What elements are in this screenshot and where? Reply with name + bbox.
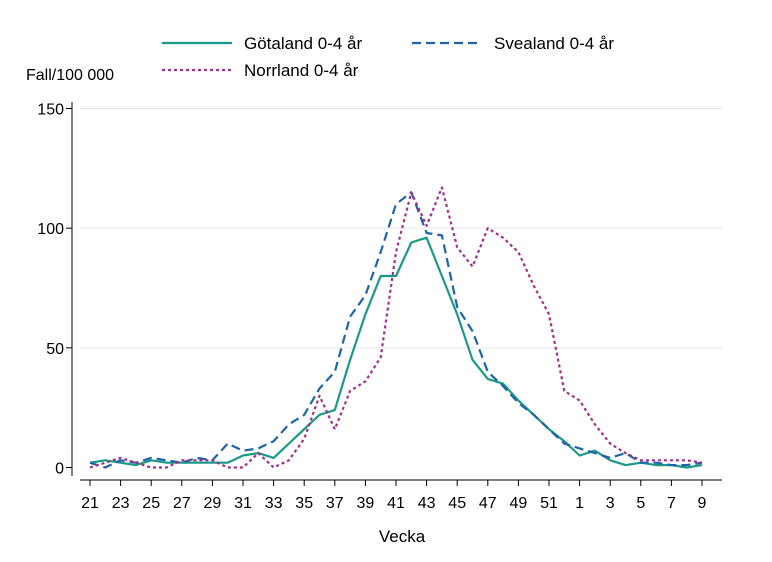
legend-item: Götaland 0-4 år — [162, 34, 362, 53]
x-tick-label: 43 — [418, 495, 436, 512]
series-line-g-taland-0-4-r — [89, 236, 703, 469]
y-tick-label: 100 — [37, 221, 64, 238]
legend-label: Götaland 0-4 år — [244, 34, 362, 53]
x-tick-label: 29 — [204, 495, 222, 512]
x-tick-label: 3 — [606, 495, 615, 512]
x-axis-title: Vecka — [379, 527, 426, 546]
x-tick-label: 27 — [173, 495, 191, 512]
x-tick-label: 9 — [698, 495, 707, 512]
x-tick-label: 45 — [448, 495, 466, 512]
x-tick-label: 37 — [326, 495, 344, 512]
legend-item: Norrland 0-4 år — [162, 61, 359, 80]
legend-label: Norrland 0-4 år — [244, 61, 359, 80]
x-tick-label: 25 — [142, 495, 160, 512]
grid-lines — [80, 108, 722, 349]
x-tick-label: 5 — [636, 495, 645, 512]
x-tick-label: 23 — [112, 495, 130, 512]
x-tick-label: 49 — [510, 495, 528, 512]
x-tick-label: 7 — [667, 495, 676, 512]
series-line-norrland-0-4-r — [89, 186, 703, 469]
x-tick-label: 31 — [234, 495, 252, 512]
series-lines — [89, 186, 703, 469]
x-tick-label: 1 — [575, 495, 584, 512]
legend-label: Svealand 0-4 år — [494, 34, 614, 53]
y-tick-label: 50 — [46, 341, 64, 358]
x-tick-label: 35 — [295, 495, 313, 512]
y-axis-title: Fall/100 000 — [26, 67, 114, 84]
x-tick-label: 41 — [387, 495, 405, 512]
axes — [66, 102, 722, 486]
y-tick-label: 0 — [55, 461, 64, 478]
x-tick-label: 33 — [265, 495, 283, 512]
x-tick-label: 39 — [357, 495, 375, 512]
legend: Götaland 0-4 år Svealand 0-4 år Norrland 0… — [162, 34, 614, 80]
x-tick-label: 21 — [81, 495, 99, 512]
x-tick-label: 51 — [540, 495, 558, 512]
x-tick-label: 47 — [479, 495, 497, 512]
series-line-svealand-0-4-r — [89, 191, 703, 469]
legend-item: Svealand 0-4 år — [412, 34, 614, 53]
y-tick-label: 150 — [37, 102, 64, 119]
